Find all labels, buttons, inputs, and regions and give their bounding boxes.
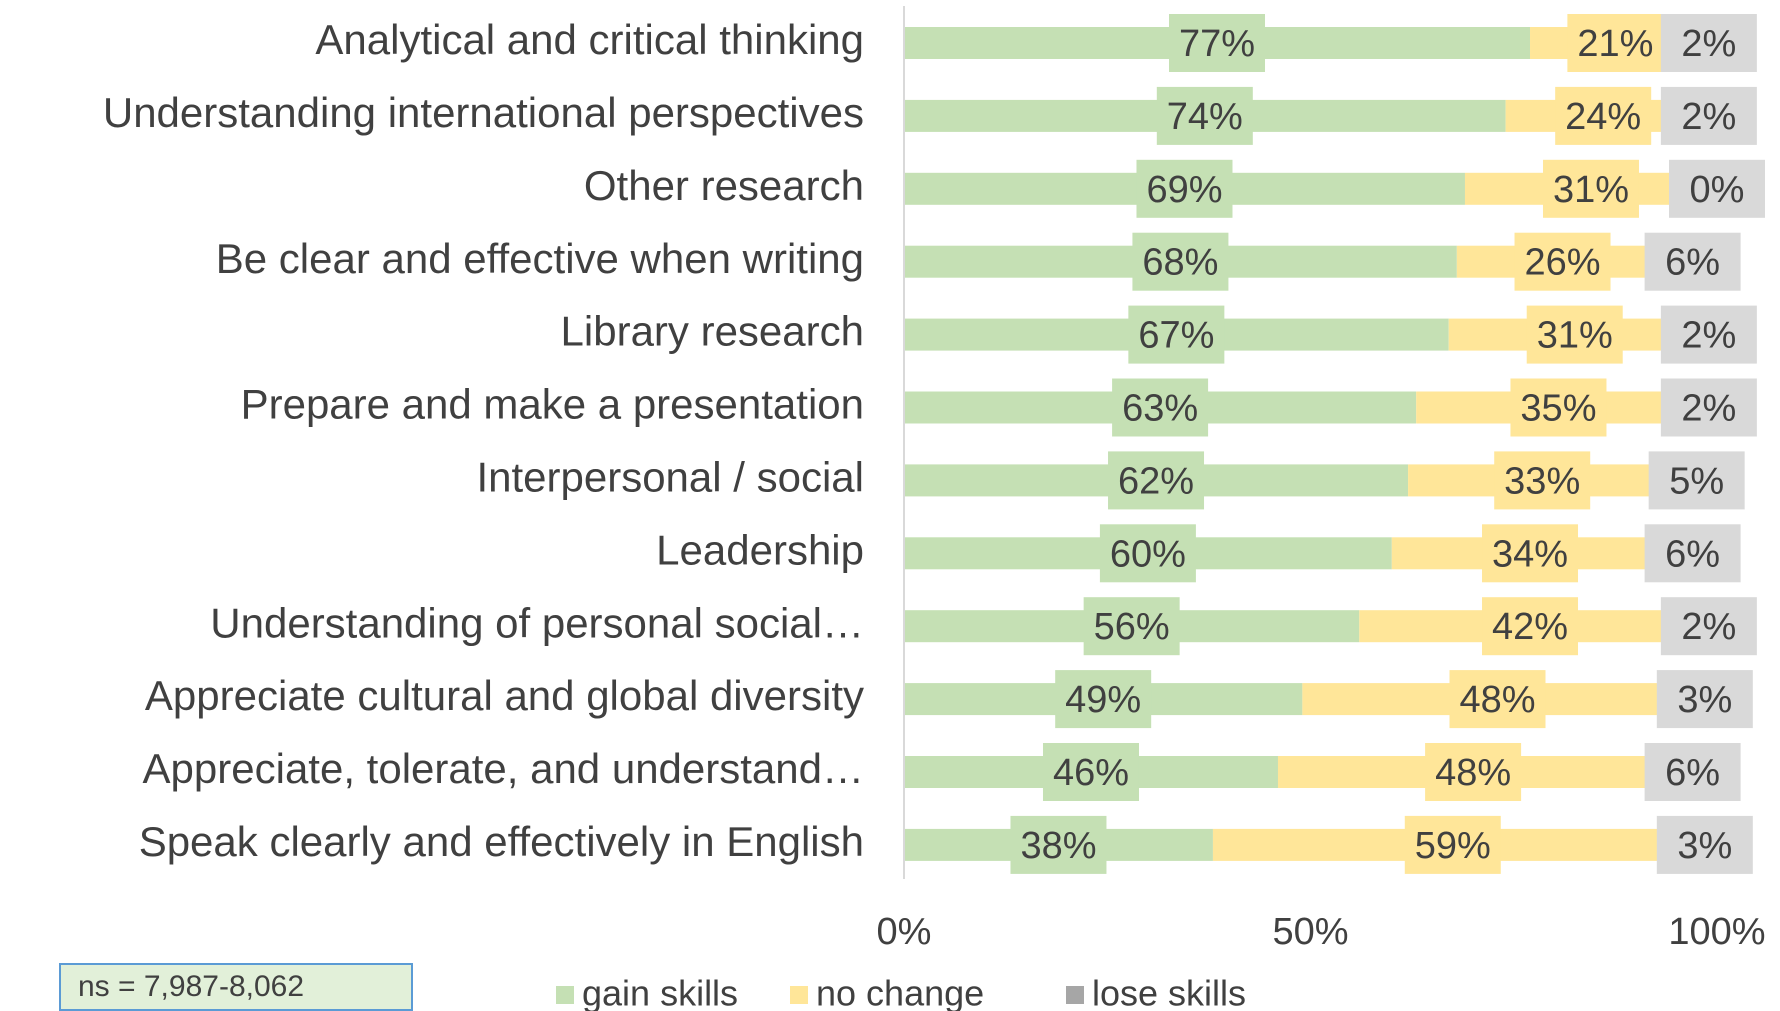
value-label: 2% [1681, 315, 1736, 357]
category-label: Interpersonal / social [476, 453, 864, 500]
note-box [59, 963, 413, 1011]
value-label-box [1112, 378, 1209, 437]
value-label: 31% [1537, 315, 1613, 357]
value-label: 60% [1110, 533, 1186, 575]
category-label: Library research [561, 308, 864, 355]
value-label-box [1648, 451, 1745, 510]
value-label-box [1156, 86, 1253, 145]
legend-label: lose skills [1092, 973, 1246, 1011]
x-tick-label: 0% [877, 911, 932, 953]
value-label: 6% [1665, 752, 1720, 794]
category-label: Appreciate, tolerate, and understand… [143, 745, 864, 792]
value-label-box [1169, 14, 1266, 72]
value-label: 38% [1020, 825, 1096, 867]
value-label-box [1482, 524, 1579, 583]
value-label: 6% [1665, 533, 1720, 575]
value-label: 2% [1681, 96, 1736, 138]
value-label-box [1669, 159, 1765, 218]
value-label-box [1644, 524, 1741, 583]
value-label-box [1660, 14, 1757, 72]
category-label: Analytical and critical thinking [315, 16, 864, 63]
x-tick-label: 100% [1668, 911, 1765, 953]
value-label: 46% [1053, 752, 1129, 794]
value-label-box [1449, 670, 1546, 729]
value-label-box [1660, 597, 1757, 656]
value-label-box [1644, 743, 1741, 801]
value-label: 48% [1435, 752, 1511, 794]
legend-label: no change [816, 973, 984, 1011]
value-label-box [1128, 305, 1225, 364]
category-label: Speak clearly and effectively in English [139, 818, 864, 865]
value-label: 6% [1665, 242, 1720, 284]
value-label: 24% [1565, 96, 1641, 138]
value-label: 59% [1415, 825, 1491, 867]
value-label-box [1136, 159, 1233, 218]
value-label: 62% [1118, 460, 1194, 502]
value-label: 48% [1459, 679, 1535, 721]
note: ns = 7,987-8,062 [78, 970, 304, 1003]
value-label-box [1494, 451, 1591, 510]
value-label-box [1108, 451, 1205, 510]
value-label: 2% [1681, 23, 1736, 65]
x-tick-label: 50% [1272, 911, 1348, 953]
value-label: 56% [1094, 606, 1170, 648]
value-label: 67% [1138, 315, 1214, 357]
value-label-box [1567, 14, 1664, 72]
value-label: 35% [1520, 388, 1596, 430]
value-label: 33% [1504, 460, 1580, 502]
category-label: Appreciate cultural and global diversity [145, 672, 864, 719]
value-label: 68% [1142, 242, 1218, 284]
value-label-box [1660, 86, 1757, 145]
value-label: 42% [1492, 606, 1568, 648]
value-label: 31% [1553, 169, 1629, 211]
category-label: Understanding of personal social… [210, 599, 864, 646]
value-label: 5% [1669, 460, 1724, 502]
category-label: Other research [584, 162, 864, 209]
value-label-box [1555, 86, 1652, 145]
value-label: 26% [1524, 242, 1600, 284]
value-label: 3% [1677, 825, 1732, 867]
category-label: Prepare and make a presentation [241, 381, 864, 428]
value-label-box [1482, 597, 1579, 656]
legend-label: gain skills [582, 973, 738, 1011]
value-label-box [1656, 670, 1753, 729]
category-label: Leadership [656, 526, 864, 573]
value-label-box [1099, 524, 1196, 583]
value-label-box [1514, 232, 1611, 291]
value-label: 2% [1681, 606, 1736, 648]
value-label: 49% [1065, 679, 1141, 721]
value-label-box [1542, 159, 1639, 218]
value-label: 3% [1677, 679, 1732, 721]
value-label: 21% [1577, 23, 1653, 65]
value-label: 74% [1167, 96, 1243, 138]
value-label-box [1055, 670, 1152, 729]
value-label: 77% [1179, 23, 1255, 65]
legend-swatch [1066, 986, 1084, 1004]
value-label-box [1425, 743, 1522, 801]
value-label-box [1660, 378, 1757, 437]
value-label-box [1404, 815, 1501, 874]
value-label-box [1510, 378, 1607, 437]
value-label-box [1660, 305, 1757, 364]
value-label: 69% [1146, 169, 1222, 211]
legend-swatch [790, 986, 808, 1004]
value-label: 2% [1681, 388, 1736, 430]
legend-swatch [556, 986, 574, 1004]
value-label: 0% [1690, 169, 1745, 211]
value-label-box [1526, 305, 1623, 364]
value-label-box [1644, 232, 1741, 291]
category-label: Understanding international perspectives [103, 89, 864, 136]
value-label: 34% [1492, 533, 1568, 575]
category-label: Be clear and effective when writing [216, 235, 864, 282]
value-label-box [1656, 815, 1753, 874]
value-label-box [1010, 815, 1107, 874]
value-label: 63% [1122, 388, 1198, 430]
value-label-box [1042, 743, 1139, 801]
value-label-box [1083, 597, 1180, 656]
value-label-box [1132, 232, 1229, 291]
